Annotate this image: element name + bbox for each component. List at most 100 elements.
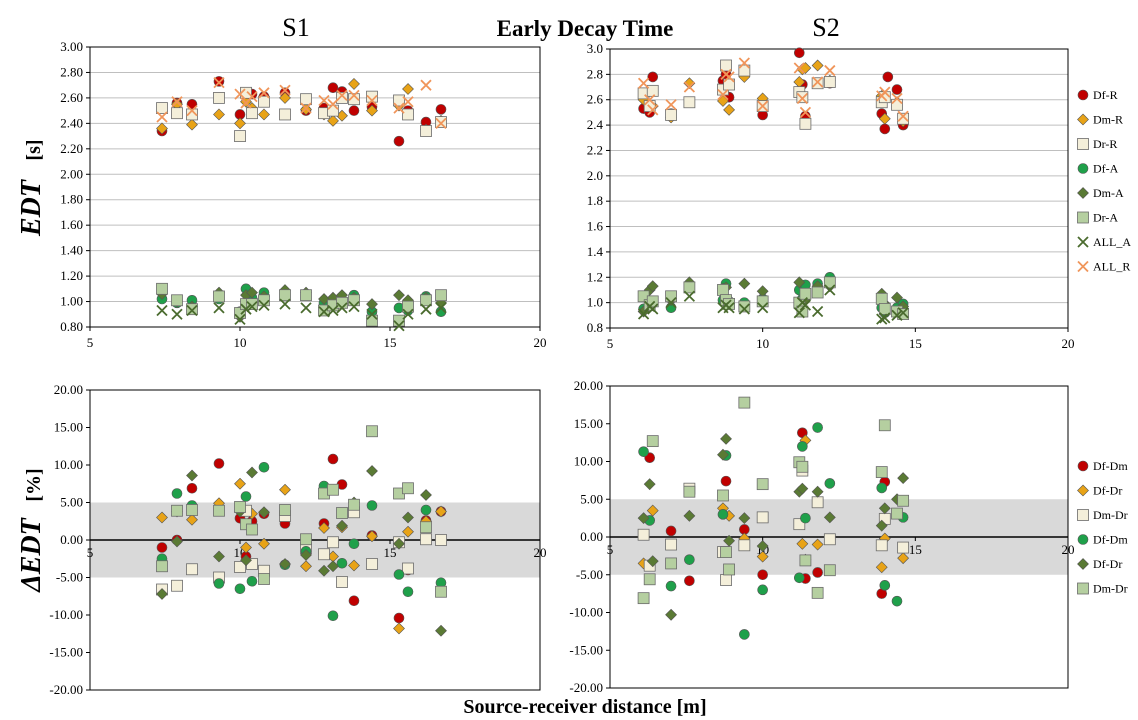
- legend-label: Df-A: [1093, 162, 1119, 176]
- legend-item-dr-r: Dr-R: [1077, 137, 1117, 151]
- data-point-df-dm: [891, 595, 903, 607]
- data-point-df-dr: [156, 588, 168, 600]
- data-point-all-a: [213, 302, 225, 314]
- data-point-df-dm: [393, 612, 405, 624]
- y-tick-label: 2.0: [587, 168, 603, 183]
- data-point-dm-dr: [756, 511, 769, 524]
- data-point-all-a: [879, 312, 891, 324]
- data-point-df-dr: [318, 522, 330, 534]
- data-point-dm-dr: [327, 536, 339, 549]
- data-point-df-dr: [665, 608, 677, 621]
- data-point-all-r: [891, 92, 903, 105]
- data-point-all-a: [891, 309, 903, 321]
- right-column-label: S2: [812, 13, 839, 42]
- data-point-all-a: [824, 284, 836, 296]
- data-point-df-r: [327, 82, 339, 94]
- data-point-dm-dr: [637, 592, 650, 605]
- data-point-df-dr: [318, 564, 330, 577]
- data-point-df-dm: [366, 500, 378, 511]
- data-point-dm-dr: [897, 541, 910, 554]
- legend-marker-df-r: [1077, 89, 1089, 101]
- data-point-dm-dr: [348, 498, 360, 511]
- data-point-df-dm: [240, 491, 252, 502]
- data-point-all-r: [738, 57, 750, 69]
- series-dm-r: [637, 59, 910, 128]
- data-point-df-dr: [402, 511, 414, 524]
- data-point-dr-r: [366, 90, 378, 103]
- data-point-all-a: [318, 306, 330, 318]
- panel-s2-edt: 0.8 1.0 1.2 1.4 1.6 1.8 2.0 2.2 2.4 2.6 2.8 3.0 5 10 1…: [587, 41, 1075, 351]
- x-axis-label: Source-receiver distance [m]: [463, 696, 706, 718]
- data-point-dr-a: [756, 295, 769, 308]
- data-point-dm-dr: [738, 539, 751, 552]
- data-point-all-a: [171, 308, 183, 320]
- data-point-all-r: [393, 102, 405, 114]
- y-tick-label: 0.00: [580, 529, 603, 544]
- data-point-all-r: [799, 106, 812, 119]
- data-point-df-dr: [186, 469, 198, 482]
- data-point-dr-a: [366, 314, 378, 327]
- data-point-dr-r: [279, 108, 291, 121]
- legend-marker-df-dm: [1077, 534, 1089, 545]
- data-point-df-dr: [240, 541, 252, 554]
- y-axis-label-top-unit: [s]: [23, 139, 45, 160]
- data-point-all-r: [723, 71, 735, 83]
- y-axis-label-bottom-var: ΔEDT: [16, 516, 47, 592]
- legend-item-all-a: ALL_A: [1077, 235, 1131, 249]
- data-point-dm-dr: [402, 562, 414, 575]
- data-point-dm-dr: [720, 574, 732, 586]
- y-tick-label: 10.00: [54, 457, 83, 472]
- data-point-all-a: [811, 305, 824, 318]
- legend-item-df-r: Df-R: [1077, 88, 1118, 102]
- y-tick-label: -20.00: [569, 680, 603, 695]
- data-point-dm-r: [723, 103, 736, 116]
- data-point-dr-r: [300, 93, 312, 106]
- data-point-df-dr: [258, 537, 270, 550]
- data-point-dr-r: [246, 107, 258, 120]
- data-point-dm-dr: [796, 460, 809, 473]
- data-point-df-r: [891, 84, 903, 95]
- data-point-dm-r: [156, 122, 168, 135]
- data-point-df-r: [882, 71, 894, 83]
- data-point-dm-dr: [643, 573, 656, 586]
- data-point-all-a: [279, 298, 291, 310]
- data-point-all-a: [738, 303, 750, 315]
- data-point-dr-r: [258, 95, 270, 108]
- data-point-dm-dr: [878, 419, 891, 432]
- data-point-dm-dr: [683, 485, 696, 498]
- legend-label: ALL_A: [1093, 235, 1131, 249]
- data-point-dm-dr: [327, 483, 339, 496]
- data-point-df-dm: [393, 569, 405, 580]
- series-dm-dr: [637, 396, 910, 605]
- data-point-dm-dr: [665, 557, 677, 570]
- data-point-all-r: [637, 77, 650, 89]
- data-point-df-dm: [234, 583, 246, 595]
- data-point-all-a: [637, 308, 650, 320]
- y-tick-label: 2.40: [60, 115, 83, 130]
- data-point-all-r: [757, 100, 769, 112]
- legend-label: Df-R: [1093, 88, 1118, 102]
- data-point-dm-dr: [318, 548, 330, 561]
- data-point-all-r: [171, 96, 183, 108]
- data-point-dm-r: [258, 108, 270, 121]
- y-tick-label: 2.80: [60, 64, 83, 79]
- data-point-dm-r: [683, 77, 696, 90]
- data-point-df-dm: [213, 458, 225, 469]
- legend-marker-dm-dr: [1077, 509, 1089, 521]
- data-point-dm-dr: [336, 507, 348, 519]
- data-point-dm-dr: [738, 396, 751, 409]
- data-point-dr-r: [348, 93, 360, 106]
- data-point-all-a: [240, 303, 252, 315]
- panel-s1-delta: -20.00 -15.00 -10.00 -5.00 0.00 5.00 10.00 15.0…: [49, 382, 546, 697]
- data-point-df-dr: [435, 505, 447, 518]
- data-point-df-dr: [393, 537, 405, 550]
- series-dr-a: [156, 282, 447, 327]
- data-point-dr-a: [171, 294, 183, 307]
- series-all-a: [156, 298, 447, 332]
- data-point-df-dr: [420, 489, 432, 501]
- x-tick-label: 5: [607, 542, 614, 557]
- data-point-dm-dr: [717, 489, 729, 502]
- data-point-dr-r: [738, 64, 751, 77]
- data-point-all-a: [246, 300, 258, 313]
